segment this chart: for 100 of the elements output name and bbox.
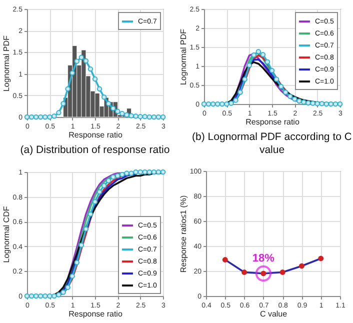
point [110,174,116,180]
x-axis-title: Response ratio [68,310,123,318]
point [251,52,256,58]
point [274,76,280,82]
point [256,48,262,54]
point [233,98,238,103]
point [288,94,293,100]
y-axis-title: Lognormal CDF [2,206,11,263]
point [101,183,107,188]
point [160,169,166,175]
point [310,100,316,106]
point [314,101,320,106]
point [242,270,248,275]
point [328,101,334,107]
point [210,101,216,107]
point [96,86,102,92]
point [142,169,148,175]
point [318,256,324,262]
point [260,52,266,58]
point [88,212,94,217]
point [269,68,275,74]
point [60,290,66,295]
point [324,101,330,107]
point [301,99,306,105]
point [156,169,162,175]
y-axis-title: Response ratio≤1 (%) [178,195,188,273]
point [224,101,230,107]
point [78,242,84,248]
point [65,86,70,92]
point [42,293,48,299]
point [246,62,252,68]
point [156,114,162,120]
point [78,54,84,60]
point [42,114,48,120]
point [280,270,286,275]
point [115,108,120,114]
point [142,114,148,120]
point [238,90,243,95]
point [146,169,152,175]
point [278,84,284,90]
point [151,114,157,120]
point [228,100,234,106]
x-axis-title: Response ratio [246,118,300,126]
point [33,114,39,120]
point [65,284,70,290]
point [296,98,302,104]
point [38,293,44,299]
y-axis-title: Lognormal PDF [178,28,188,86]
x-axis-title: Response ratio [68,130,123,140]
point [83,226,89,232]
point [92,76,98,82]
point [220,101,225,107]
point [74,260,80,266]
point [124,170,130,176]
point [70,70,75,76]
point [38,114,44,120]
point [52,114,57,119]
text: (a) Distribution of response ratio [20,144,170,156]
point [56,292,62,298]
point [124,112,130,118]
point [70,274,75,279]
point [133,169,138,175]
point [101,94,107,100]
point [151,169,157,175]
point [332,101,338,107]
point [306,100,311,106]
point [298,263,304,269]
x-axis-title: C value [260,310,288,318]
point [138,114,143,120]
point [128,113,134,118]
y-axis-title: Lognormal PDF [2,35,11,92]
point [92,199,98,204]
point [319,101,324,106]
point [292,96,298,102]
point [146,114,152,120]
point [282,90,288,95]
point [264,59,270,64]
point [222,257,228,262]
point [47,114,52,120]
point [74,58,80,64]
point [88,66,94,72]
point [214,101,220,107]
point [115,173,120,178]
point [120,172,125,178]
annotation: 18% [252,252,275,264]
point [138,169,143,175]
point [106,178,112,184]
point [52,293,57,299]
point [47,293,52,299]
point [83,58,89,64]
point [120,110,125,116]
point [96,189,102,194]
point [106,100,112,106]
point [60,100,66,106]
point [128,170,134,176]
point [56,110,62,116]
point [33,293,39,299]
point [110,106,116,111]
point [242,76,248,82]
point [133,114,138,119]
